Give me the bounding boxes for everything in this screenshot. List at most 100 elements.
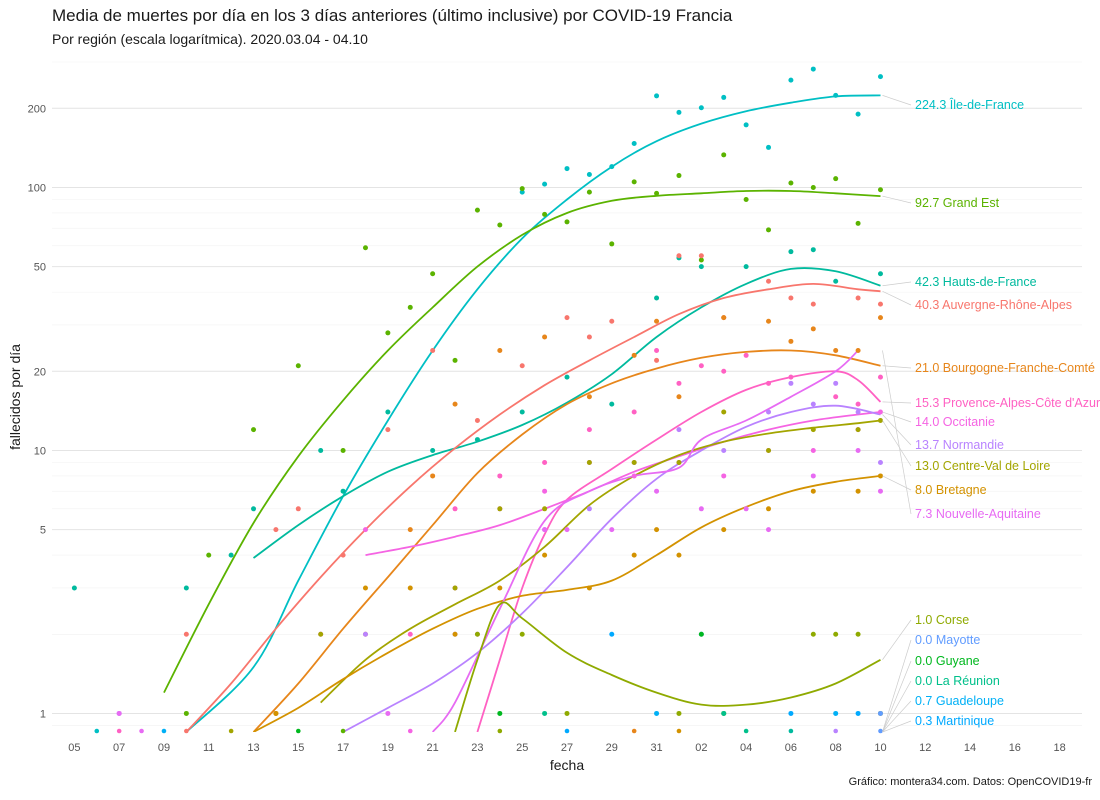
zero-data-point bbox=[228, 728, 234, 734]
data-point bbox=[385, 409, 391, 415]
x-tick-label: 17 bbox=[337, 742, 349, 754]
trend-line bbox=[342, 404, 881, 732]
data-point bbox=[407, 631, 413, 637]
x-axis-title: fecha bbox=[550, 757, 584, 773]
data-point bbox=[654, 710, 660, 716]
data-point bbox=[833, 92, 839, 98]
data-point bbox=[877, 459, 883, 465]
data-point bbox=[810, 301, 816, 307]
data-point bbox=[586, 172, 592, 178]
data-point bbox=[474, 631, 480, 637]
data-point bbox=[721, 94, 727, 100]
data-point bbox=[855, 488, 861, 494]
data-point bbox=[609, 631, 615, 637]
data-point bbox=[676, 253, 682, 259]
data-point bbox=[385, 710, 391, 716]
trend-line bbox=[252, 267, 881, 559]
data-point bbox=[743, 352, 749, 358]
chart-subtitle: Por región (escala logarítmica). 2020.03… bbox=[52, 31, 368, 47]
data-point bbox=[743, 264, 749, 270]
data-point bbox=[474, 417, 480, 423]
data-point bbox=[407, 527, 413, 533]
data-point bbox=[855, 111, 861, 117]
data-point bbox=[788, 338, 794, 344]
x-tick-label: 09 bbox=[158, 742, 170, 754]
series-end-label: 92.7 Grand Est bbox=[915, 196, 1000, 210]
data-point bbox=[362, 585, 368, 591]
zero-data-point bbox=[497, 728, 503, 734]
zero-data-point bbox=[407, 728, 413, 734]
data-point bbox=[251, 506, 257, 512]
zero-data-point bbox=[676, 728, 682, 734]
data-point bbox=[877, 374, 883, 380]
y-tick-label: 5 bbox=[40, 525, 46, 537]
series-end-label: 21.0 Bourgogne-Franche-Comté bbox=[915, 361, 1095, 375]
data-point bbox=[564, 315, 570, 321]
zero-data-point bbox=[139, 728, 144, 734]
data-point bbox=[833, 631, 839, 637]
trend-line bbox=[365, 411, 881, 556]
data-point bbox=[385, 427, 391, 433]
data-point bbox=[631, 552, 637, 558]
data-point bbox=[698, 253, 704, 259]
label-leader-line bbox=[882, 680, 912, 733]
series-end-label: 8.0 Bretagne bbox=[915, 483, 987, 497]
data-point bbox=[609, 318, 615, 324]
label-leader-line bbox=[882, 350, 912, 515]
data-point bbox=[877, 417, 883, 423]
data-point bbox=[788, 180, 794, 186]
data-point bbox=[721, 409, 727, 415]
data-point bbox=[586, 459, 592, 465]
data-point bbox=[810, 66, 816, 72]
y-tick-label: 10 bbox=[34, 445, 46, 457]
data-point bbox=[654, 318, 660, 324]
x-tick-label: 18 bbox=[1053, 742, 1065, 754]
trend-line bbox=[185, 282, 881, 732]
data-point bbox=[609, 527, 615, 533]
data-point bbox=[654, 190, 660, 196]
data-point bbox=[586, 334, 592, 340]
data-point bbox=[609, 164, 615, 170]
data-point bbox=[407, 304, 413, 310]
x-tick-label: 31 bbox=[650, 742, 662, 754]
label-leader-line bbox=[882, 95, 912, 106]
data-point bbox=[877, 74, 883, 80]
data-point bbox=[877, 488, 883, 494]
data-point bbox=[273, 710, 279, 716]
x-tick-label: 15 bbox=[292, 742, 304, 754]
data-point bbox=[654, 93, 660, 99]
x-tick-label: 21 bbox=[427, 742, 439, 754]
data-point bbox=[676, 427, 682, 433]
y-axis-title: fallecidos por día bbox=[7, 344, 23, 450]
data-point bbox=[542, 710, 548, 716]
data-point bbox=[452, 506, 458, 512]
label-leader-line bbox=[882, 700, 912, 733]
data-point bbox=[833, 278, 839, 284]
data-point bbox=[810, 184, 816, 190]
x-tick-label: 13 bbox=[247, 742, 259, 754]
data-point bbox=[273, 527, 279, 533]
data-point bbox=[631, 473, 637, 479]
data-point bbox=[877, 409, 883, 415]
data-point bbox=[698, 105, 704, 111]
chart-title: Media de muertes por día en los 3 días a… bbox=[52, 6, 733, 25]
data-point bbox=[542, 552, 548, 558]
data-point bbox=[609, 241, 615, 247]
trend-line bbox=[185, 94, 881, 732]
data-point bbox=[654, 347, 660, 353]
data-point bbox=[676, 394, 682, 400]
data-point bbox=[833, 347, 839, 353]
x-tick-label: 07 bbox=[113, 742, 125, 754]
x-tick-label: 06 bbox=[785, 742, 797, 754]
data-point bbox=[721, 527, 727, 533]
data-point bbox=[833, 394, 839, 400]
zero-data-point bbox=[296, 728, 301, 734]
data-point bbox=[676, 710, 682, 716]
data-point bbox=[810, 473, 816, 479]
data-point bbox=[766, 380, 772, 386]
label-leader-line bbox=[882, 195, 912, 204]
trend-line bbox=[253, 475, 881, 732]
data-point bbox=[855, 447, 861, 453]
data-point bbox=[855, 220, 861, 226]
